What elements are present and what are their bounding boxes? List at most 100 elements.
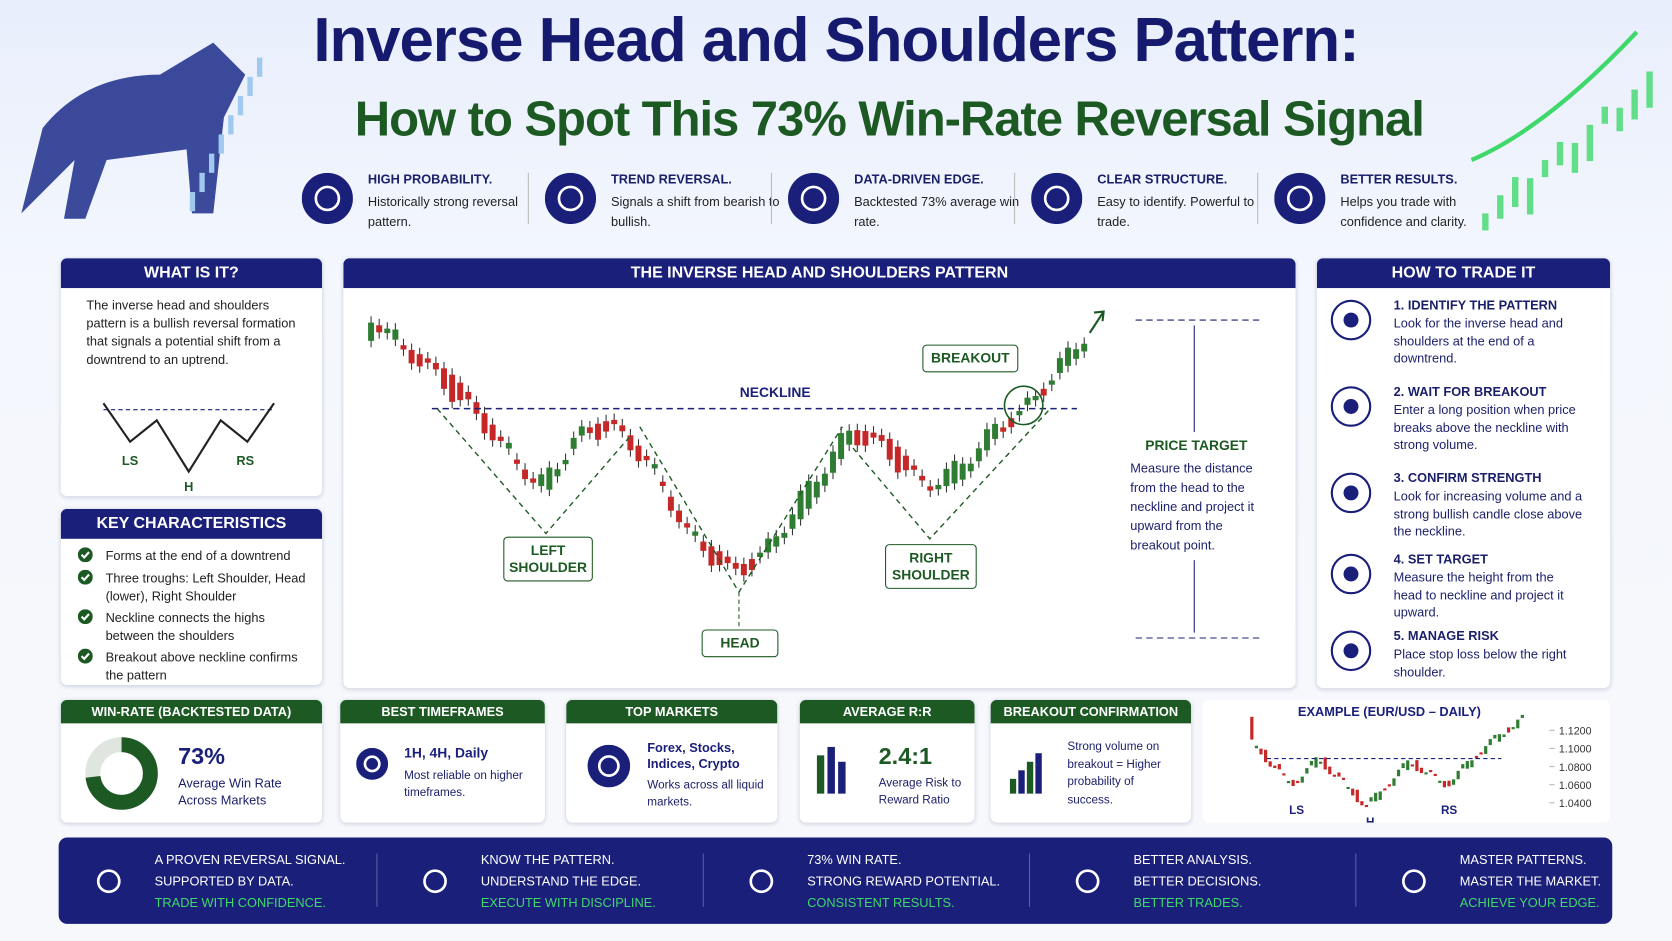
icon-bg xyxy=(301,172,353,225)
candle xyxy=(368,322,375,341)
candle xyxy=(708,546,715,566)
deco-candle xyxy=(1571,142,1579,173)
timeframes-text: Most reliable on higher timeframes. xyxy=(404,769,523,800)
background-art xyxy=(21,30,1653,231)
deco-candle xyxy=(199,172,205,193)
feature-title: CLEAR STRUCTURE. xyxy=(1097,171,1228,187)
icon-bg xyxy=(544,172,597,225)
deco-candle xyxy=(228,115,234,135)
stat-panel: BEST TIMEFRAMES 1H, 4H, Daily Most reliabl… xyxy=(340,699,545,823)
feature-text: Easy to identify. Powerful to trade. xyxy=(1097,194,1255,230)
candle xyxy=(821,473,828,486)
stat-panel: AVERAGE R:R 2.4:1 Average Risk to Reward R… xyxy=(799,699,975,823)
deco-candle xyxy=(218,134,224,154)
example-candle xyxy=(1516,719,1520,729)
icon-bg xyxy=(356,747,389,780)
example-candle xyxy=(1277,764,1281,770)
candle xyxy=(911,465,918,470)
footer-line: UNDERSTAND THE EDGE. xyxy=(480,873,642,889)
deco-candle xyxy=(1497,195,1504,219)
example-candle xyxy=(1502,734,1506,738)
footer-line: BETTER TRADES. xyxy=(1133,895,1243,911)
check xyxy=(77,569,93,585)
example-candle xyxy=(1332,774,1336,777)
check-mark xyxy=(80,613,90,621)
title: Inverse Head and Shoulders Pattern: xyxy=(313,5,1359,75)
deco-candle xyxy=(256,57,263,77)
candle xyxy=(408,349,415,364)
markets-text: Works across all liquid markets. xyxy=(647,778,764,809)
stat-heading: AVERAGE R:R xyxy=(799,699,975,724)
icon xyxy=(411,857,459,905)
characteristic: Neckline connects the highs between the … xyxy=(105,610,265,644)
example-candle xyxy=(1511,727,1515,730)
candle xyxy=(603,421,610,432)
stat-heading: BREAKOUT CONFIRMATION xyxy=(990,699,1192,724)
divider xyxy=(1028,853,1031,907)
candle xyxy=(505,442,512,449)
candle xyxy=(1024,397,1031,405)
example-candle xyxy=(1447,780,1451,787)
divider xyxy=(527,172,529,225)
stat-panel: WIN-RATE (BACKTESTED DATA) 73% Average Win… xyxy=(60,699,323,823)
candle xyxy=(392,329,399,340)
bars-icon xyxy=(816,746,846,794)
bar-icon xyxy=(827,746,835,794)
deco-candle xyxy=(237,96,244,116)
candle xyxy=(748,559,755,570)
guide-line xyxy=(852,408,1051,540)
divider xyxy=(376,853,378,907)
candle xyxy=(838,433,845,459)
example-candle xyxy=(1355,789,1359,803)
divider xyxy=(1257,172,1259,225)
icon-glyph xyxy=(96,869,121,894)
deco-candle xyxy=(1586,124,1594,162)
icon xyxy=(1031,172,1083,225)
candle xyxy=(489,424,496,441)
icon xyxy=(787,172,840,225)
icon-glyph xyxy=(1343,643,1359,659)
example-candle xyxy=(1369,797,1373,802)
icon-glyph xyxy=(1043,185,1070,212)
footer-line: MASTER PATTERNS. xyxy=(1459,852,1587,868)
candle xyxy=(667,496,674,511)
characteristic: Three troughs: Left Shoulder, Head (lowe… xyxy=(105,570,306,604)
icon-glyph xyxy=(1343,485,1359,501)
candle xyxy=(935,484,942,490)
footer-line: STRONG REWARD POTENTIAL. xyxy=(807,873,1001,889)
panel: THE INVERSE HEAD AND SHOULDERS PATTERN NE… xyxy=(343,258,1296,689)
candle xyxy=(1065,347,1071,366)
candle xyxy=(457,382,464,401)
deco-candle xyxy=(208,153,215,173)
footer: A PROVEN REVERSAL SIGNAL. SUPPORTED BY DA… xyxy=(58,837,1613,924)
stat-panel: BREAKOUT CONFIRMATION Strong volume on br… xyxy=(990,699,1192,823)
candle xyxy=(424,358,431,363)
example-candle xyxy=(1419,767,1424,774)
pattern-label: HEAD xyxy=(701,629,779,658)
icon-glyph xyxy=(800,185,827,212)
bars-icon xyxy=(1009,753,1042,794)
step-text: Place stop loss below the right shoulder… xyxy=(1393,646,1567,680)
example-candle xyxy=(1364,804,1369,808)
pattern-label: BREAKOUT xyxy=(922,344,1019,373)
subtitle: How to Spot This 73% Win-Rate Reversal S… xyxy=(354,90,1425,147)
example-candle xyxy=(1291,779,1295,786)
example-candle xyxy=(1263,749,1268,763)
candle xyxy=(1016,410,1023,416)
example-candle xyxy=(1497,734,1502,742)
icon-bg xyxy=(737,857,785,905)
deco-candle xyxy=(1616,107,1623,132)
candle xyxy=(643,455,650,461)
step-title: 3. CONFIRM STRENGTH xyxy=(1393,470,1542,486)
check xyxy=(77,609,93,625)
example-candle xyxy=(1479,752,1483,755)
deco-candle xyxy=(247,76,253,97)
example-candle xyxy=(1461,764,1465,769)
panel-heading: HOW TO TRADE IT xyxy=(1316,258,1611,289)
candle xyxy=(432,363,439,370)
pattern-chart: NECKLINE xyxy=(368,310,1264,639)
example-candle xyxy=(1328,766,1332,775)
example-candle xyxy=(1309,760,1314,766)
candle xyxy=(619,425,626,432)
example-candle xyxy=(1392,778,1396,786)
